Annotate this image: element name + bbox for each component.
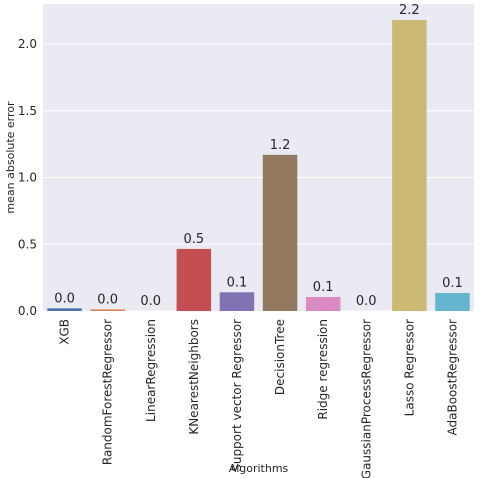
x-tick-label: Ridge regression bbox=[316, 319, 330, 420]
data-label: 0.5 bbox=[184, 232, 205, 247]
y-axis-title: mean absolute error bbox=[4, 101, 17, 214]
bar bbox=[392, 20, 427, 311]
data-label: 0.1 bbox=[227, 275, 248, 290]
data-label: 0.0 bbox=[356, 294, 377, 309]
bar bbox=[90, 309, 125, 311]
bars bbox=[47, 20, 470, 311]
y-tick-label: 2.0 bbox=[18, 37, 37, 51]
data-label: 1.2 bbox=[270, 138, 291, 153]
data-label: 0.0 bbox=[140, 294, 161, 309]
x-tick-label: XGB bbox=[58, 319, 72, 345]
data-label: 2.2 bbox=[399, 3, 420, 18]
y-tick-label: 0.5 bbox=[18, 237, 37, 251]
x-tick-label: LinearRegression bbox=[144, 319, 158, 422]
bar bbox=[47, 308, 82, 311]
y-tick-labels: 0.0 0.5 1.0 1.5 2.0 bbox=[18, 37, 37, 318]
data-labels: 0.0 0.0 0.0 0.5 0.1 1.2 0.1 0.0 2.2 0.1 bbox=[54, 3, 463, 309]
bar bbox=[262, 154, 298, 311]
x-tick-label: Support vector Regressor bbox=[230, 319, 244, 472]
y-tick-label: 1.5 bbox=[18, 104, 37, 118]
data-label: 0.0 bbox=[54, 291, 75, 306]
x-tick-label: DecisionTree bbox=[273, 319, 287, 395]
x-tick-label: RandomForestRegressor bbox=[101, 319, 115, 465]
y-tick-label: 1.0 bbox=[18, 171, 37, 185]
x-axis-title: Algorithms bbox=[229, 462, 289, 475]
x-tick-labels: XGB RandomForestRegressor LinearRegression… bbox=[58, 319, 460, 478]
bar bbox=[305, 296, 341, 311]
data-label: 0.0 bbox=[97, 292, 118, 307]
x-tick-label: GaussianProcessRegressor bbox=[359, 319, 373, 478]
data-label: 0.1 bbox=[313, 280, 334, 295]
data-label: 0.1 bbox=[442, 276, 463, 291]
x-tick-label: Lasso Regressor bbox=[402, 319, 416, 416]
x-tick-label: KNearestNeighbors bbox=[187, 319, 201, 435]
bar bbox=[219, 292, 255, 311]
bar bbox=[176, 248, 212, 311]
y-tick-label: 0.0 bbox=[18, 304, 37, 318]
x-tick-label: AdaBoostRegressor bbox=[445, 319, 459, 436]
bar bbox=[435, 292, 470, 311]
